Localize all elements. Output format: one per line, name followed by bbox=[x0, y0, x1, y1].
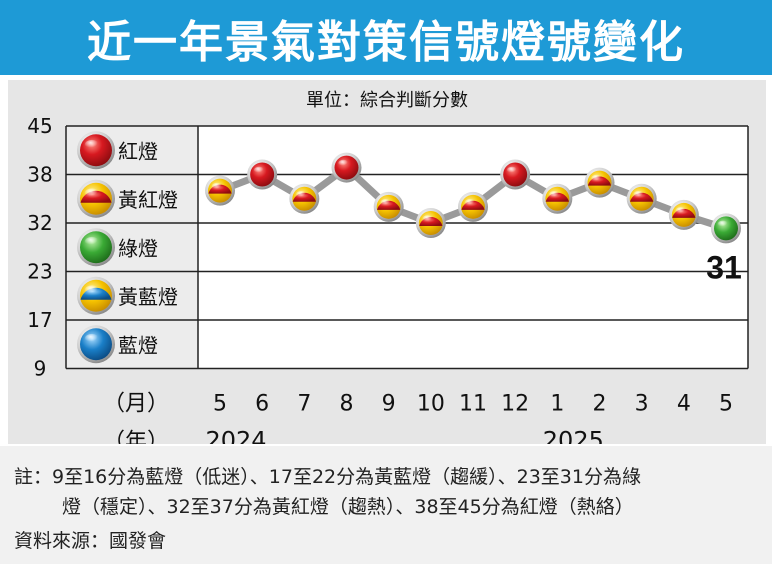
x-tick-label: 9 bbox=[382, 392, 396, 417]
legend-label: 藍燈 bbox=[118, 333, 158, 357]
x-tick-label: 12 bbox=[501, 392, 529, 417]
data-point bbox=[247, 159, 278, 190]
x-tick-label: 7 bbox=[297, 392, 311, 417]
chart-panel: 單位：綜合判斷分數 45 38 32 23 17 9 紅燈 黃紅燈 綠燈 黃藍燈 藍燈 31 （月） （年）… bbox=[8, 80, 766, 444]
legend-light-yellow-blue bbox=[77, 276, 115, 315]
x-tick-label: 2 bbox=[593, 392, 607, 417]
y-tick-label: 17 bbox=[27, 308, 52, 332]
x-tick-label: 11 bbox=[459, 392, 487, 417]
x-tick-label: 5 bbox=[213, 392, 227, 417]
month-axis-label: （月） bbox=[103, 392, 169, 417]
year-label: 2024 bbox=[205, 427, 266, 445]
note-line-2: 燈（穩定）、32至37分為黃紅燈（趨熱）、38至45分為紅燈（熱絡） bbox=[62, 496, 634, 518]
data-point bbox=[584, 167, 615, 198]
data-point bbox=[500, 159, 531, 190]
y-tick-label: 38 bbox=[27, 163, 52, 187]
page-title: 近一年景氣對策信號燈號變化 bbox=[87, 16, 685, 68]
data-point bbox=[331, 152, 362, 183]
data-point bbox=[415, 208, 446, 238]
legend-label: 紅燈 bbox=[118, 139, 158, 163]
last-value-label: 31 bbox=[706, 249, 742, 285]
year-axis-label: （年） bbox=[103, 430, 169, 445]
title-bar: 近一年景氣對策信號燈號變化 bbox=[0, 0, 772, 75]
note-line-1: 註：9至16分為藍燈（低迷）、17至22分為黃藍燈（趨緩）、23至31分為綠 bbox=[14, 466, 641, 488]
data-point bbox=[373, 191, 404, 222]
legend-light-blue bbox=[77, 325, 115, 364]
x-tick-label: 1 bbox=[550, 392, 564, 417]
x-tick-label: 4 bbox=[677, 392, 691, 417]
source-note: 資料來源：國發會 bbox=[14, 530, 167, 552]
data-point bbox=[458, 191, 488, 222]
x-tick-label: 6 bbox=[255, 392, 269, 417]
legend-label: 黃藍燈 bbox=[118, 285, 178, 309]
x-tick-label: 10 bbox=[417, 392, 445, 417]
y-tick-label: 45 bbox=[27, 114, 52, 138]
y-tick-label: 9 bbox=[34, 357, 47, 381]
data-point bbox=[542, 183, 573, 214]
chart-subtitle: 單位：綜合判斷分數 bbox=[306, 90, 468, 111]
data-point bbox=[711, 213, 741, 244]
x-tick-label: 3 bbox=[635, 392, 649, 417]
legend-label: 黃紅燈 bbox=[118, 188, 178, 212]
legend-light-green bbox=[77, 228, 115, 267]
data-point bbox=[289, 183, 320, 214]
y-tick-label: 32 bbox=[27, 211, 52, 235]
signal-chart: 單位：綜合判斷分數45383223179紅燈黃紅燈綠燈黃藍燈藍燈31（月）（年）… bbox=[27, 90, 749, 445]
x-tick-label: 8 bbox=[340, 392, 354, 417]
year-label: 2025 bbox=[543, 427, 604, 445]
legend-label: 綠燈 bbox=[118, 236, 158, 260]
data-point bbox=[626, 183, 657, 214]
y-tick-label: 23 bbox=[27, 260, 52, 284]
legend-light-red bbox=[77, 131, 115, 170]
data-point bbox=[668, 199, 699, 230]
notes-panel: 註：9至16分為藍燈（低迷）、17至22分為黃藍燈（趨緩）、23至31分為綠 燈… bbox=[0, 446, 772, 564]
x-tick-label: 5 bbox=[719, 392, 733, 417]
data-point bbox=[205, 175, 235, 206]
legend-light-yellow-red bbox=[77, 179, 115, 218]
